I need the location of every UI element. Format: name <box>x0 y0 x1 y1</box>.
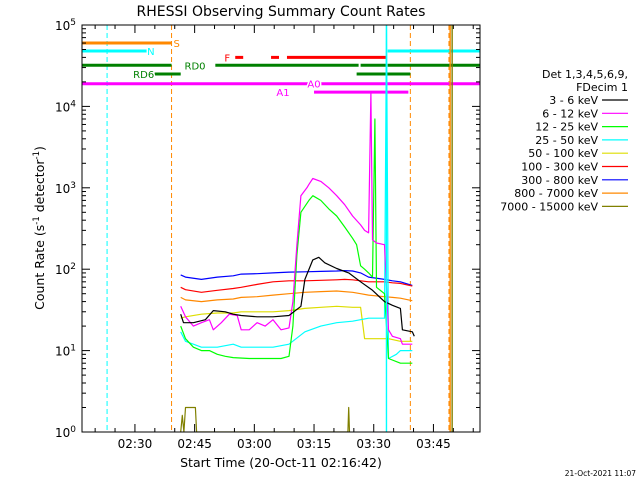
y-axis-label: Count Rate (s-1 detector-1) <box>32 146 47 310</box>
legend-label-2: 12 - 25 keV <box>535 121 598 134</box>
legend-title-line-2: FDecim 1 <box>576 81 628 94</box>
legend-label-3: 25 - 50 keV <box>535 134 598 147</box>
series-line-3 <box>180 25 413 360</box>
legend-label-6: 300 - 800 keV <box>521 174 598 187</box>
chart-title: RHESSI Observing Summary Count Rates <box>137 4 426 20</box>
series-line-1 <box>180 91 413 345</box>
series-line-4 <box>180 305 413 342</box>
y-tick-label-2: 102 <box>55 262 76 277</box>
y-tick-label-3: 103 <box>55 181 76 196</box>
axes: 100 101 102 103 104 105 02:30 02:45 03:00 03:15 03… <box>55 18 480 451</box>
y-tick-label-1: 101 <box>55 344 76 359</box>
flag-label-s: S <box>174 39 180 50</box>
y-tick-label-0: 100 <box>55 425 76 440</box>
legend-label-8: 7000 - 15000 keV <box>500 200 598 213</box>
flag-label-a1: A1 <box>276 88 289 99</box>
series-line-6 <box>180 270 413 287</box>
y-tick-label-5: 105 <box>55 18 76 33</box>
legend-label-5: 100 - 300 keV <box>521 161 598 174</box>
series-line-7 <box>180 290 413 303</box>
legend-label-1: 6 - 12 keV <box>542 107 598 120</box>
legend-label-7: 800 - 7000 keV <box>514 187 598 200</box>
series-line-2 <box>180 118 413 364</box>
legend-title-line-1: Det 1,3,4,5,6,9, <box>542 68 628 81</box>
y-tick-label-4: 104 <box>55 99 76 114</box>
flag-label-a0: A0 <box>307 80 320 91</box>
legend-label-0: 3 - 6 keV <box>549 94 598 107</box>
x-tick-label-1: 02:45 <box>177 437 212 451</box>
flag-label-n: N <box>147 47 154 58</box>
flag-label-f: F <box>224 53 230 64</box>
x-axis-label: Start Time (20-Oct-11 02:16:42) <box>180 455 382 470</box>
x-tick-label-4: 03:30 <box>356 437 391 451</box>
plot-area: S N F RD0 RD6 A0 A1 <box>82 25 480 432</box>
series-line-0 <box>180 256 415 337</box>
flag-label-rd0: RD0 <box>185 61 206 72</box>
footer-timestamp: 21-Oct-2021 11:07 <box>565 469 636 478</box>
flag-label-rd6: RD6 <box>133 70 154 81</box>
plot-frame <box>81 24 481 433</box>
x-tick-label-2: 03:00 <box>237 437 272 451</box>
x-tick-label-0: 02:30 <box>118 437 153 451</box>
x-tick-label-3: 03:15 <box>297 437 332 451</box>
series-line-8 <box>180 406 351 432</box>
x-tick-label-5: 03:45 <box>416 437 451 451</box>
series-line-5 <box>180 278 413 293</box>
legend-label-4: 50 - 100 keV <box>528 147 598 160</box>
